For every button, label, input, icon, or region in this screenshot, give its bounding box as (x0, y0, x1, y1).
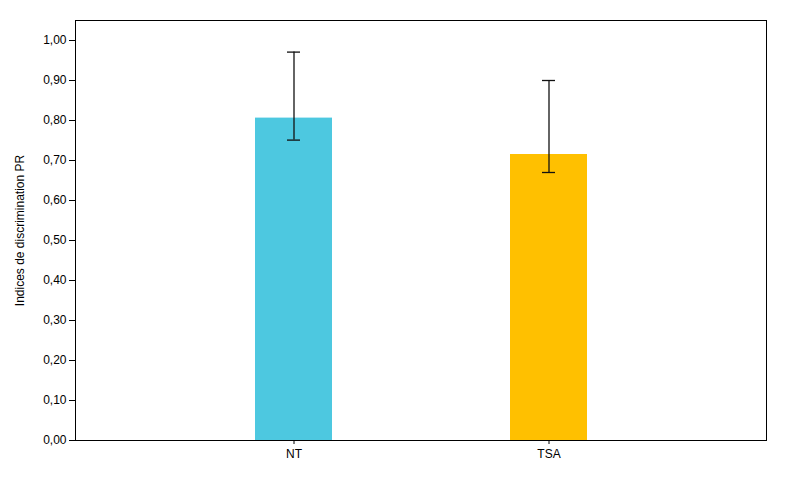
svg-text:0,60: 0,60 (43, 193, 67, 207)
svg-text:TSA: TSA (537, 447, 560, 461)
svg-text:0,10: 0,10 (43, 393, 67, 407)
svg-text:0,40: 0,40 (43, 273, 67, 287)
svg-text:NT: NT (286, 447, 303, 461)
svg-text:0,50: 0,50 (43, 233, 67, 247)
svg-text:1,00: 1,00 (43, 33, 67, 47)
svg-text:0,90: 0,90 (43, 73, 67, 87)
svg-text:0,80: 0,80 (43, 113, 67, 127)
svg-text:Indices de discrimination PR: Indices de discrimination PR (13, 154, 27, 306)
svg-text:0,00: 0,00 (43, 433, 67, 447)
svg-text:0,70: 0,70 (43, 153, 67, 167)
svg-text:0,30: 0,30 (43, 313, 67, 327)
svg-text:0,20: 0,20 (43, 353, 67, 367)
